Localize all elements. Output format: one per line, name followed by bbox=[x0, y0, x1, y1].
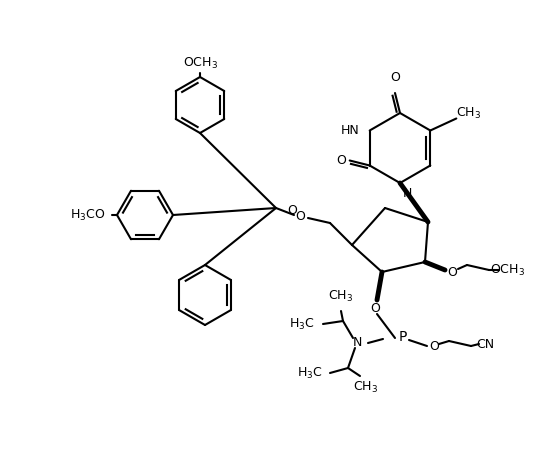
Text: O: O bbox=[336, 154, 346, 167]
Text: OCH$_3$: OCH$_3$ bbox=[182, 56, 217, 71]
Text: CH$_3$: CH$_3$ bbox=[353, 380, 379, 395]
Text: O: O bbox=[447, 266, 457, 278]
Text: H$_3$C: H$_3$C bbox=[289, 316, 315, 331]
Text: O: O bbox=[295, 211, 305, 223]
Text: N: N bbox=[403, 187, 413, 200]
Text: HN: HN bbox=[341, 124, 359, 137]
Text: O: O bbox=[390, 71, 400, 84]
Text: CH$_3$: CH$_3$ bbox=[328, 289, 353, 304]
Text: N: N bbox=[352, 336, 362, 350]
Text: O: O bbox=[370, 301, 380, 315]
Text: CH$_3$: CH$_3$ bbox=[456, 106, 481, 121]
Text: CN: CN bbox=[476, 337, 494, 350]
Text: OCH$_3$: OCH$_3$ bbox=[489, 262, 524, 277]
Text: H$_3$C: H$_3$C bbox=[298, 365, 323, 380]
Text: O: O bbox=[429, 340, 439, 352]
Text: H$_3$CO: H$_3$CO bbox=[70, 207, 105, 222]
Text: P: P bbox=[399, 330, 407, 344]
Text: O: O bbox=[287, 203, 297, 217]
